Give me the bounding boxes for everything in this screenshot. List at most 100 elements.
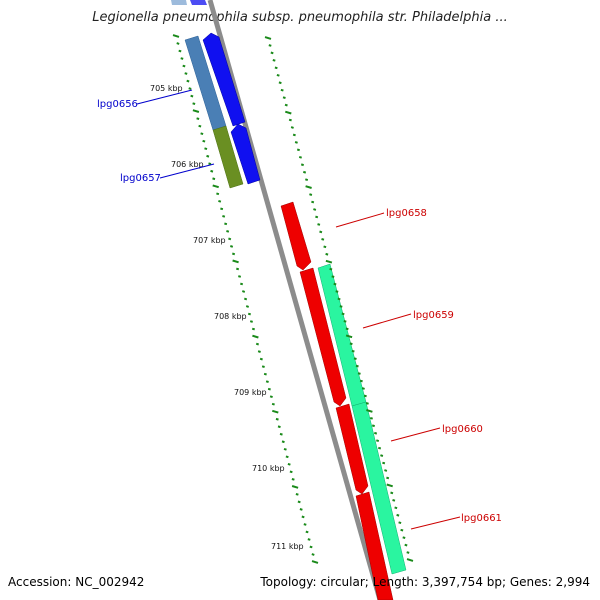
minor-tick (190, 94, 194, 98)
minor-tick (284, 103, 288, 107)
gene-blue-1[interactable] (202, 32, 246, 127)
minor-tick (303, 523, 307, 526)
minor-tick (406, 551, 410, 554)
minor-tick (269, 395, 273, 399)
minor-tick (276, 73, 280, 77)
left-tick-track (172, 34, 319, 564)
minor-tick (251, 327, 255, 331)
minor-tick (298, 155, 303, 159)
gene-label-lpg0661[interactable]: lpg0661 (461, 513, 502, 524)
minor-tick (271, 402, 275, 406)
major-tick (366, 409, 373, 413)
gene-label-lpg0659[interactable]: lpg0659 (413, 310, 454, 321)
minor-tick (267, 387, 271, 391)
minor-tick (317, 223, 321, 226)
minor-tick (270, 51, 274, 55)
minor-tick (184, 72, 188, 75)
minor-tick (265, 380, 269, 383)
minor-tick (331, 275, 335, 278)
accession-text: Accession: NC_002942 (8, 575, 145, 589)
minor-tick (281, 440, 285, 444)
map-title: Legionella pneumophila subsp. pneumophil… (92, 10, 508, 25)
gene-green-2[interactable] (351, 401, 407, 575)
major-tick (172, 34, 180, 38)
minor-tick (335, 290, 339, 293)
minor-tick (341, 312, 345, 316)
minor-tick (212, 177, 216, 181)
minor-tick (220, 207, 224, 211)
minor-tick (339, 305, 343, 308)
minor-tick (186, 79, 190, 83)
gene-label-lpg0660[interactable]: lpg0660 (442, 424, 483, 435)
minor-tick (374, 431, 378, 435)
major-tick (252, 334, 259, 339)
minor-tick (287, 462, 291, 466)
gene-fragment-top (190, 0, 207, 5)
minor-tick (238, 275, 242, 278)
minor-tick (206, 154, 210, 158)
minor-tick (222, 215, 226, 218)
minor-tick (309, 545, 313, 549)
kbp-label-709: 709 kbp (234, 388, 267, 397)
minor-tick (311, 553, 315, 556)
minor-tick (278, 81, 282, 85)
minor-tick (392, 499, 396, 502)
minor-tick (378, 446, 382, 450)
minor-tick (357, 372, 361, 375)
minor-tick (382, 461, 386, 465)
major-tick (264, 36, 272, 40)
minor-tick (279, 432, 283, 436)
major-tick (291, 485, 299, 489)
minor-tick (240, 282, 244, 286)
minor-tick (355, 364, 359, 368)
minor-tick (243, 297, 248, 301)
leader-lpg0656 (136, 89, 193, 105)
minor-tick (285, 455, 289, 459)
minor-tick (255, 342, 260, 346)
major-tick (311, 560, 319, 564)
minor-tick (321, 238, 325, 241)
kbp-label-707: 707 kbp (193, 236, 226, 245)
gene-lpg0658-block[interactable] (280, 201, 312, 271)
gene-lpg0657-block[interactable] (212, 125, 244, 189)
minor-tick (297, 500, 301, 504)
minor-tick (311, 200, 315, 204)
leader-lpg0658 (335, 212, 385, 228)
minor-tick (299, 508, 303, 511)
minor-tick (300, 163, 304, 167)
gene-label-lpg0656[interactable]: lpg0656 (97, 99, 138, 110)
gene-label-lpg0657[interactable]: lpg0657 (120, 173, 161, 184)
minor-tick (359, 379, 363, 383)
major-tick (345, 334, 353, 339)
major-tick (192, 109, 200, 113)
minor-tick (268, 44, 272, 47)
minor-tick (402, 536, 406, 539)
minor-tick (305, 530, 309, 534)
minor-tick (289, 470, 293, 474)
gene-red-3[interactable] (335, 403, 369, 495)
minor-tick (204, 147, 208, 151)
minor-tick (228, 237, 232, 241)
gene-blue-2[interactable] (230, 123, 261, 185)
minor-tick (295, 493, 299, 496)
major-tick (386, 483, 393, 488)
major-tick (232, 259, 239, 264)
gene-lpg0660-block[interactable] (299, 267, 347, 407)
minor-tick (231, 252, 236, 256)
minor-tick (245, 305, 250, 308)
minor-tick (288, 118, 292, 122)
minor-tick (290, 126, 294, 129)
gene-lpg0661-block[interactable] (355, 491, 394, 600)
minor-tick (280, 88, 284, 92)
minor-tick (178, 49, 182, 53)
minor-tick (261, 365, 265, 368)
minor-tick (218, 199, 222, 203)
minor-tick (361, 387, 365, 390)
minor-tick (180, 57, 184, 60)
minor-tick (319, 230, 323, 234)
major-tick (285, 110, 292, 115)
major-tick (406, 558, 414, 562)
gene-label-lpg0658[interactable]: lpg0658 (386, 208, 427, 219)
minor-tick (309, 193, 313, 196)
